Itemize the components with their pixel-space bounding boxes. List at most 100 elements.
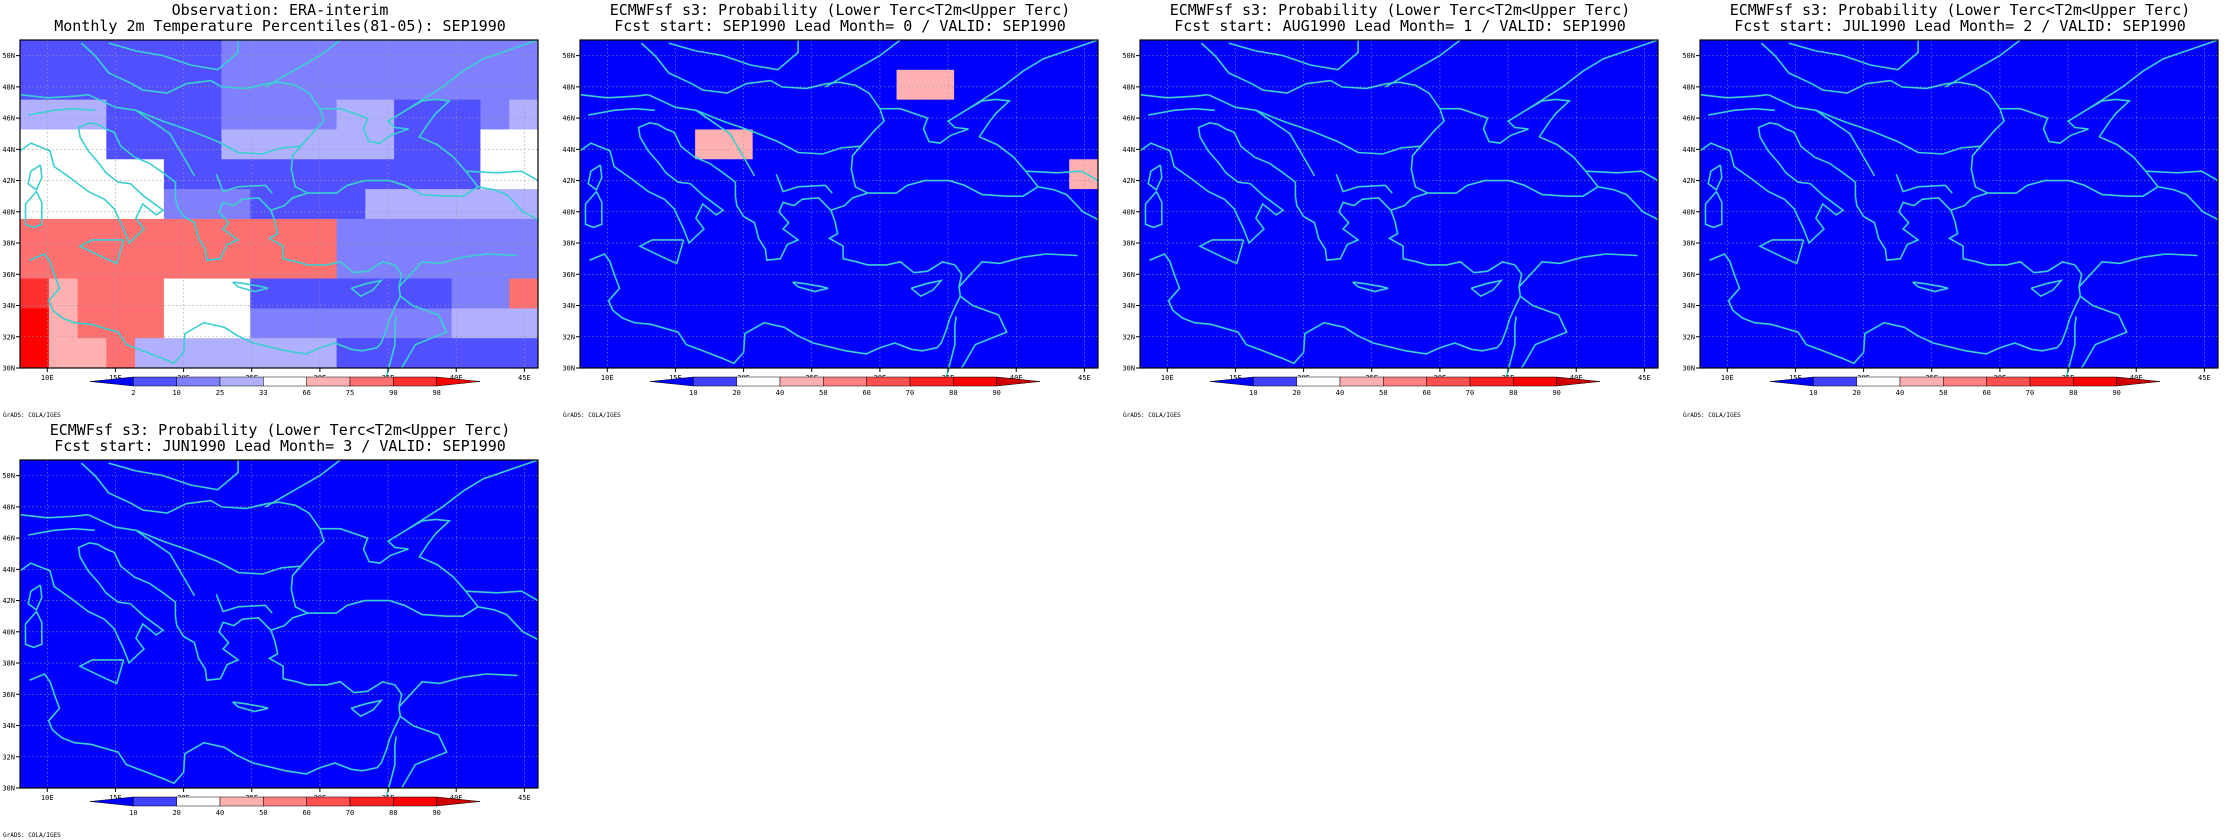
heatmap-cell: [1872, 159, 1902, 190]
coastline: [1699, 93, 1769, 99]
heatmap-cell: [1728, 99, 1759, 130]
coastline: [265, 459, 341, 508]
heatmap-cell: [2131, 278, 2161, 309]
heatmap-cell: [394, 728, 424, 759]
heatmap-cell: [509, 248, 539, 280]
heatmap-cell: [480, 579, 510, 610]
heatmap-cell: [1069, 99, 1099, 130]
lon-tick-label: 45E: [518, 794, 531, 802]
heatmap-cell: [509, 308, 539, 339]
coastline: [910, 279, 944, 298]
lon-tick-label: 45E: [1078, 374, 1091, 382]
heatmap-cell: [896, 218, 926, 250]
heatmap-cell: [2131, 308, 2161, 339]
legend-swatch: [1296, 376, 1341, 387]
coastline: [1228, 40, 1359, 71]
heatmap-cell: [77, 758, 107, 789]
heatmap-cell: [695, 99, 725, 130]
heatmap-cell: [307, 338, 338, 369]
heatmap-cell: [925, 69, 955, 101]
coastline: [80, 42, 321, 110]
heatmap-cell: [1987, 40, 2018, 71]
coastline: [87, 93, 196, 177]
heatmap-cell: [2045, 129, 2075, 160]
heatmap-cell: [695, 248, 725, 280]
coastline: [1352, 281, 1389, 293]
coastline: [24, 190, 43, 229]
heatmap-cell: [20, 338, 50, 369]
heatmap-cell: [1485, 129, 1515, 160]
heatmap-cell: [954, 40, 984, 71]
map-title-line1: ECMWFsf s3: Probability (Lower Terc<T2m<…: [49, 421, 511, 439]
heatmap-cell: [336, 338, 366, 369]
heatmap-cell: [954, 218, 984, 250]
heatmap-cell: [422, 278, 453, 309]
heatmap-cell: [867, 338, 898, 369]
coastline: [307, 98, 480, 197]
heatmap-cell: [1427, 69, 1458, 101]
legend-swatch: [779, 376, 824, 387]
lon-tick-label: 15E: [1789, 374, 1802, 382]
heatmap-cell: [48, 609, 79, 640]
heatmap-cell: [1485, 69, 1515, 101]
lat-tick-label: 44N: [2, 146, 15, 154]
heatmap-cell: [1514, 189, 1544, 220]
coastline: [1385, 39, 1461, 88]
heatmap-cell: [2160, 99, 2190, 130]
heatmap-cell: [982, 69, 1013, 101]
heatmap-cell: [2160, 159, 2190, 190]
heatmap-cell: [1542, 189, 1573, 220]
heatmap-cell: [2074, 40, 2104, 71]
legend-swatch: [2116, 376, 2161, 387]
heatmap-cell: [307, 758, 338, 789]
coastline: [1518, 253, 1638, 288]
heatmap-cell: [954, 129, 984, 160]
heatmap-cell: [48, 129, 79, 160]
heatmap-cell: [509, 218, 539, 250]
heatmap-cell: [307, 549, 338, 580]
heatmap-cell: [480, 218, 510, 250]
heatmap-cell: [1069, 189, 1099, 220]
heatmap-cell: [1872, 99, 1902, 130]
coastline: [24, 610, 43, 649]
coastline: [589, 192, 963, 365]
heatmap-cell: [925, 308, 955, 339]
heatmap-cell: [451, 99, 481, 130]
heatmap-cell: [365, 579, 395, 610]
heatmap-cell: [480, 69, 510, 101]
heatmap-cell: [1629, 308, 1659, 339]
heatmap-cell: [394, 159, 424, 190]
heatmap-cell: [451, 129, 481, 160]
heatmap-cell: [1283, 218, 1314, 250]
heatmap-cell: [20, 218, 50, 250]
heatmap-cell: [77, 519, 107, 550]
coastline: [2088, 39, 2219, 110]
heatmap-cell: [250, 638, 280, 670]
legend-swatch: [866, 376, 911, 387]
heatmap-cell: [2045, 99, 2075, 130]
heatmap-cell: [2131, 338, 2161, 369]
legend-swatch: [349, 376, 394, 387]
heatmap-cell: [106, 189, 136, 220]
heatmap-cell: [839, 218, 869, 250]
heatmap-cell: [77, 278, 107, 309]
lat-tick-label: 44N: [1122, 146, 1135, 154]
legend-label: 80: [2069, 389, 2077, 397]
heatmap-cell: [1843, 308, 1874, 339]
lat-tick-label: 32N: [2, 753, 15, 761]
heatmap-cell: [135, 308, 165, 339]
heatmap-cell: [1485, 99, 1515, 130]
heatmap-cell: [192, 460, 222, 491]
heatmap-cell: [451, 489, 481, 521]
heatmap-cell: [1600, 218, 1630, 250]
heatmap-cell: [1843, 218, 1874, 250]
heatmap-cell: [279, 218, 309, 250]
heatmap-cell: [1600, 99, 1630, 130]
heatmap-cell: [48, 698, 79, 729]
heatmap-cell: [509, 69, 539, 101]
map-canvas: 10E15E20E25E30E35E40E45E30N32N34N36N38N4…: [1682, 39, 2219, 397]
heatmap-cell: [307, 638, 338, 670]
heatmap-cell: [954, 278, 984, 309]
heatmap-cell: [1456, 40, 1486, 71]
heatmap-cell: [250, 698, 280, 729]
